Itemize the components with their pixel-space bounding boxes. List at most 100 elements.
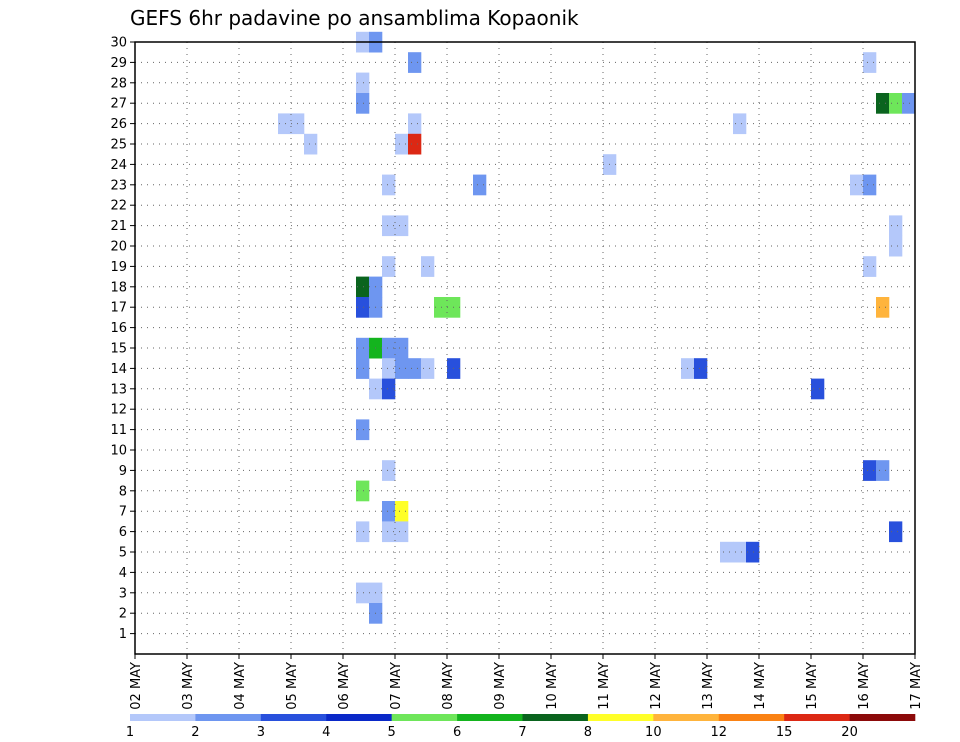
x-tick-label: 16 MAY [857,662,872,710]
heatmap-cell [356,419,370,441]
heatmap-cell [382,521,396,543]
y-tick-label: 24 [110,158,127,173]
y-tick-label: 11 [110,423,127,438]
colorbar-swatch [653,714,720,721]
y-tick-label: 26 [110,117,127,132]
y-tick-label: 19 [110,260,127,275]
heatmap-cell [382,174,396,196]
y-tick-label: 27 [110,97,127,112]
heatmap-cell [720,541,734,563]
heatmap-cell [863,460,877,481]
heatmap-cell [356,276,370,298]
heatmap-cell [356,358,370,379]
heatmap-cell [889,521,903,543]
colorbar-swatch [391,714,458,721]
colorbar-label: 6 [453,725,461,740]
heatmap-cell [382,501,396,522]
y-tick-label: 28 [110,76,127,91]
x-tick-label: 14 MAY [753,662,768,710]
heatmap-cell [694,358,708,379]
heatmap-cell [876,460,890,481]
x-tick-label: 07 MAY [389,662,404,710]
heatmap-cell [304,133,318,155]
heatmap-cell [733,541,747,563]
colorbar-label: 15 [776,725,793,740]
x-tick-label: 17 MAY [909,662,924,710]
heatmap-cell [733,113,747,135]
heatmap-cell [395,501,409,522]
x-tick-label: 09 MAY [493,662,508,710]
x-tick-label: 13 MAY [701,662,716,710]
heatmap-cell [278,113,292,135]
chart-title: GEFS 6hr padavine po ansamblima Kopaonik [130,6,579,30]
y-tick-label: 8 [119,484,127,499]
colorbar-label: 2 [191,725,199,740]
heatmap-cell [863,52,877,73]
heatmap-cell [382,337,396,359]
y-tick-label: 17 [110,301,127,316]
grid-lines [134,41,916,654]
colorbar-swatch [522,714,589,721]
y-tick-label: 23 [110,178,127,193]
colorbar-swatch [849,714,916,721]
y-tick-label: 6 [119,525,127,540]
heatmap-cell [408,113,422,135]
y-tick-label: 3 [119,586,127,601]
heatmap-cell [850,174,864,196]
x-tick-label: 15 MAY [805,662,820,710]
heatmap-cell [421,358,435,379]
colorbar-swatch [195,714,262,721]
colorbar-swatch [718,714,785,721]
heatmap-cell [356,297,370,318]
x-tick-labels: 02 MAY 03 MAY 04 MAY 05 MAY 06 MAY 07 MAY 08 M… [129,654,924,710]
heatmap-cell [356,337,370,359]
colorbar-label: 10 [645,725,662,740]
y-tick-label: 16 [110,321,127,336]
x-tick-label: 11 MAY [597,662,612,710]
heatmap-cell [395,215,409,237]
colorbar-swatch [260,714,327,721]
y-tick-label: 14 [110,362,127,377]
heatmap-cell [356,521,370,543]
heatmap-cell [408,133,422,155]
heatmap-cell [889,235,903,257]
y-tick-label: 9 [119,464,127,479]
colorbar-swatch [784,714,850,721]
y-tick-label: 1 [119,627,127,642]
heatmap-cell [473,174,487,196]
y-tick-label: 20 [110,240,127,255]
x-tick-label: 06 MAY [337,662,352,710]
heatmap-cell [408,358,422,379]
colorbar-label: 3 [257,725,265,740]
heatmap-cell [395,133,409,155]
heatmap-cell [889,93,903,114]
y-tick-label: 29 [110,56,127,71]
heatmap-cell [746,541,760,563]
y-tick-label: 12 [110,403,127,418]
colorbar-label: 5 [388,725,396,740]
y-tick-labels: 1234567891011121314151617181920212223242… [110,36,135,642]
heatmap-cell [811,378,825,400]
heatmap-cell [356,582,370,604]
heatmap-cell [434,297,448,318]
x-tick-label: 03 MAY [181,662,196,710]
heatmap-cells [278,31,916,624]
heatmap-cell [356,72,370,94]
x-tick-label: 05 MAY [285,662,300,710]
heatmap-cell [889,215,903,237]
heatmap-cell [395,358,409,379]
x-tick-label: 02 MAY [129,662,144,710]
y-tick-label: 10 [110,444,127,459]
colorbar-label: 20 [841,725,858,740]
y-tick-label: 15 [110,342,127,357]
heatmap-cell [395,521,409,543]
y-tick-label: 30 [110,36,127,51]
heatmap-cell [382,460,396,481]
colorbar-swatch [587,714,654,721]
colorbar-label: 8 [584,725,592,740]
heatmap-cell [382,378,396,400]
heatmap-cell [902,93,916,114]
y-tick-label: 2 [119,607,127,622]
y-tick-label: 5 [119,546,127,561]
heatmap-cell [356,480,370,502]
